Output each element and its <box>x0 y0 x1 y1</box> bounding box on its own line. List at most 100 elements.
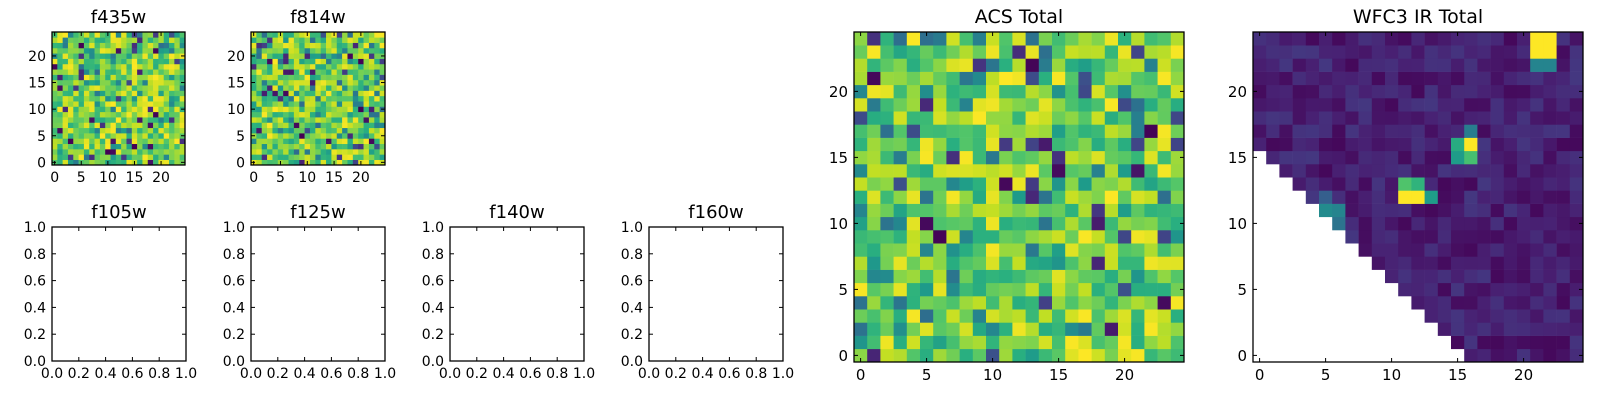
heatmap-cell <box>1385 45 1399 59</box>
heatmap-cell <box>1371 45 1386 59</box>
heatmap-cell <box>1477 322 1491 336</box>
heatmap-cell <box>293 117 300 123</box>
heatmap-cell <box>94 58 101 65</box>
heatmap-cell <box>1371 98 1386 112</box>
heatmap-cell <box>1437 45 1452 59</box>
y-tick-label: 0 <box>37 155 46 171</box>
heatmap-cell <box>1477 190 1491 204</box>
heatmap-cell <box>158 79 165 86</box>
heatmap-cell <box>1131 309 1145 323</box>
heatmap-cell <box>1451 309 1465 323</box>
heatmap-cell <box>142 111 149 118</box>
heatmap-cell <box>261 90 268 97</box>
heatmap-cell <box>1569 84 1584 99</box>
heatmap-cell <box>368 79 375 86</box>
heatmap-cell <box>379 101 386 107</box>
heatmap-cell <box>110 111 117 118</box>
heatmap-cell <box>352 69 359 75</box>
heatmap-cell <box>105 143 111 150</box>
heatmap-cell <box>62 37 69 43</box>
heatmap-cell <box>1305 190 1320 204</box>
heatmap-cell <box>1170 256 1185 270</box>
heatmap-cell <box>62 53 69 59</box>
heatmap-cell <box>94 85 101 91</box>
heatmap-cell <box>1424 124 1439 138</box>
heatmap-cell <box>854 45 868 59</box>
heatmap-cell <box>121 106 127 113</box>
heatmap-cell <box>320 42 327 49</box>
heatmap-cell <box>89 32 95 38</box>
heatmap-cell <box>272 85 279 91</box>
heatmap-cell <box>368 106 375 113</box>
heatmap-cell <box>1025 296 1040 310</box>
heatmap-cell <box>1144 58 1158 72</box>
y-tick-label: 0 <box>236 155 245 171</box>
heatmap-cell <box>1157 216 1172 231</box>
heatmap-cell <box>999 164 1013 178</box>
heatmap-cell <box>1569 98 1584 112</box>
heatmap-cell <box>320 53 327 59</box>
heatmap-cell <box>1517 137 1531 152</box>
heatmap-cell <box>1253 84 1267 99</box>
heatmap-cell <box>1091 32 1106 46</box>
heatmap-cell <box>179 47 186 54</box>
heatmap-cell <box>110 69 117 75</box>
heatmap-cell <box>1411 98 1425 112</box>
heatmap-cell <box>1025 203 1040 218</box>
heatmap-cell <box>1556 164 1571 178</box>
heatmap-cell <box>299 58 305 65</box>
heatmap-cell <box>67 42 74 49</box>
heatmap-cell <box>1464 45 1478 59</box>
heatmap-cell <box>62 149 69 155</box>
heatmap-cell <box>933 32 947 46</box>
heatmap-cell <box>1104 150 1119 165</box>
heatmap-cell <box>126 37 133 43</box>
heatmap-cell <box>137 154 143 160</box>
heatmap-cell <box>867 282 881 297</box>
heatmap-cell <box>158 154 165 160</box>
heatmap-cell <box>293 154 300 160</box>
heatmap-cell <box>163 79 170 86</box>
heatmap-cells <box>251 32 386 166</box>
heatmap-cell <box>163 106 170 113</box>
heatmap-cell <box>1424 269 1439 284</box>
heatmap-cell <box>1385 203 1399 218</box>
heatmap-cell <box>78 47 85 54</box>
heatmap-cell <box>326 159 332 166</box>
heatmap-cell <box>1543 322 1557 336</box>
x-tick-label: 1.0 <box>772 366 794 382</box>
heatmap-cell <box>320 127 327 134</box>
heatmap-cell <box>1464 124 1478 138</box>
heatmap-cell <box>342 42 348 49</box>
heatmap-cell <box>358 111 364 118</box>
x-tick-label: 0 <box>856 366 866 384</box>
heatmap-cell <box>1091 243 1106 257</box>
heatmap-cell <box>126 95 133 102</box>
heatmap-cell <box>1543 282 1557 297</box>
heatmap-cell <box>261 37 268 43</box>
heatmap-cell <box>131 47 138 54</box>
heatmap-cell <box>1569 164 1584 178</box>
heatmap-cell <box>73 90 79 97</box>
heatmap-cell <box>315 111 321 118</box>
heatmap-cell <box>1371 243 1386 257</box>
heatmap-cell <box>67 106 74 113</box>
heatmap-cell <box>115 111 122 118</box>
heatmap-cell <box>1424 98 1439 112</box>
heatmap-cell <box>1052 282 1066 297</box>
heatmap-cell <box>1543 45 1557 59</box>
heatmap-cell <box>1464 32 1478 46</box>
heatmap-cell <box>62 95 69 102</box>
heatmap-cell <box>142 74 149 81</box>
heatmap-cell <box>153 127 159 134</box>
heatmap-cell <box>153 53 159 59</box>
heatmap-cell <box>1358 45 1373 59</box>
heatmap-cell <box>1157 309 1172 323</box>
heatmap-cell <box>1477 309 1491 323</box>
heatmap-cell <box>1118 230 1132 244</box>
heatmap-cell <box>880 150 894 165</box>
heatmap-cell <box>893 282 908 297</box>
heatmap-cell <box>1556 216 1571 231</box>
heatmap-cell <box>1104 137 1119 152</box>
heatmap-cell <box>153 159 159 166</box>
